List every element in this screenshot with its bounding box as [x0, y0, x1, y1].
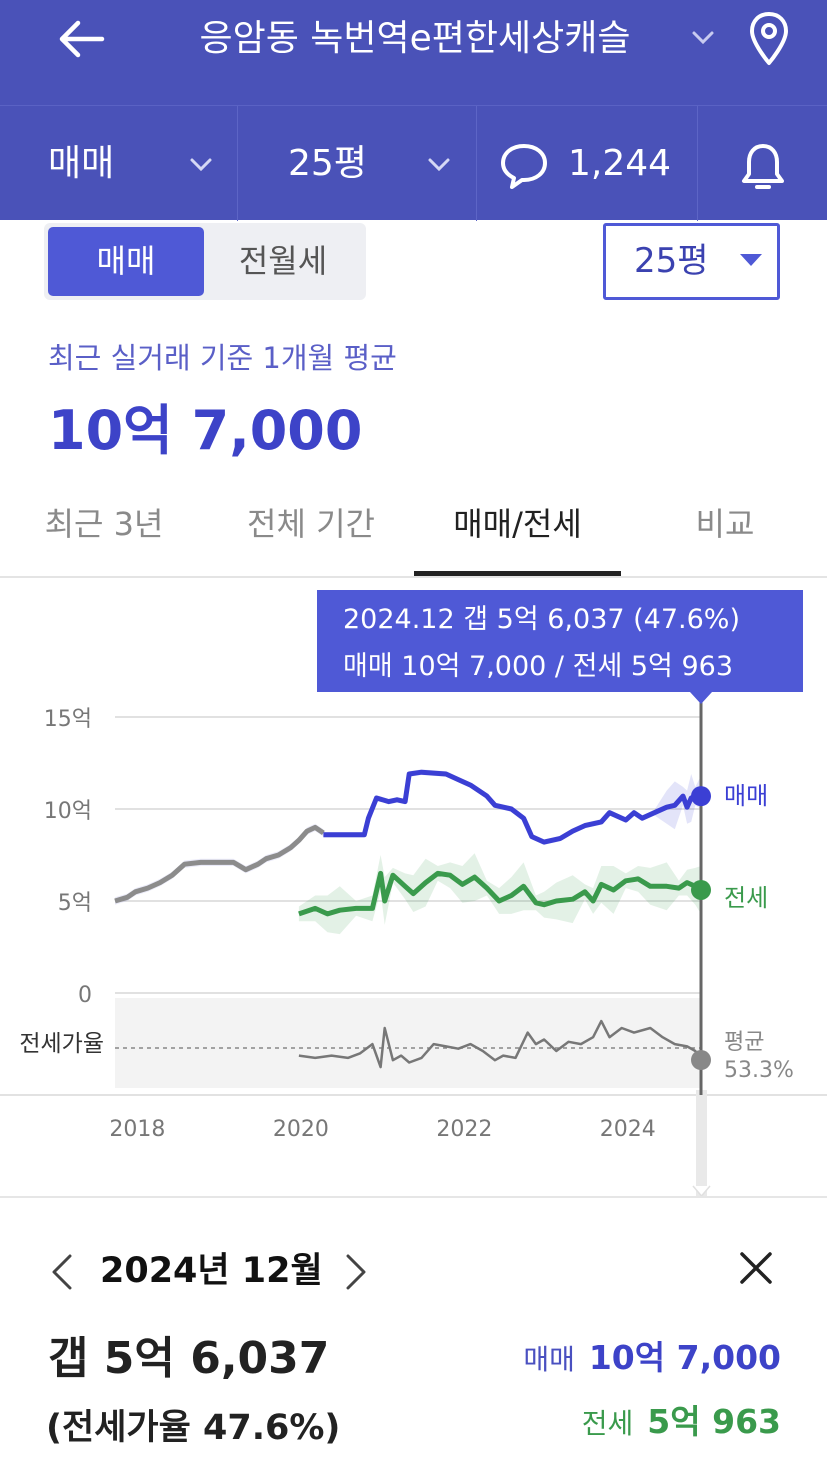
jeonse-ratio: (전세가율 47.6%) — [46, 1408, 341, 1448]
ratio-point[interactable] — [691, 1050, 711, 1070]
divider — [0, 1196, 827, 1198]
y-tick-label: 10억 — [44, 799, 92, 824]
jeonse-value: 5억 963 — [647, 1402, 781, 1441]
tab-sale-jeonse[interactable]: 매매/전세 — [453, 505, 582, 543]
tooltip-box — [317, 590, 803, 692]
y-tick-label: 5억 — [58, 891, 92, 916]
ratio-average-label: 평균 — [724, 1030, 764, 1055]
close-icon[interactable] — [736, 1248, 776, 1288]
size-select[interactable]: 25평 — [603, 223, 780, 300]
tooltip-pointer — [690, 692, 712, 704]
y-tick-label: 15억 — [44, 707, 92, 732]
chevron-down-icon[interactable] — [425, 150, 453, 178]
sale-value: 10억 7,000 — [588, 1338, 781, 1377]
sale-price-line — [323, 769, 703, 845]
tooltip-line-1: 2024.12 갭 5억 6,037 (47.6%) — [343, 604, 740, 635]
selected-month: 2024년 12월 — [100, 1251, 323, 1291]
speech-bubble-icon[interactable] — [498, 140, 550, 192]
chevron-down-icon[interactable] — [688, 22, 718, 52]
toggle-sale[interactable]: 매매 — [48, 227, 204, 296]
caret-down-icon — [740, 254, 762, 266]
complex-title[interactable]: 응암동 녹번역e편한세상캐슬 — [199, 18, 631, 59]
average-price: 10억 7,000 — [48, 399, 363, 462]
x-tick-label: 2018 — [109, 1117, 165, 1142]
divider — [697, 106, 698, 221]
selection-track — [696, 1090, 707, 1196]
trade-type-filter[interactable]: 매매 — [48, 143, 115, 184]
comment-count[interactable]: 1,244 — [568, 143, 672, 184]
tab-recent-3y[interactable]: 최근 3년 — [44, 505, 164, 543]
selection-notch — [692, 1185, 711, 1198]
jeonse-range-band — [298, 853, 701, 935]
jeonse-series-label: 전세 — [724, 884, 768, 912]
arrow-left-icon[interactable] — [52, 14, 112, 64]
tab-compare[interactable]: 비교 — [695, 505, 755, 543]
ratio-axis-label: 전세가율 — [19, 1031, 104, 1057]
jeonse-point[interactable] — [691, 879, 711, 900]
x-tick-label: 2020 — [273, 1117, 329, 1142]
ratio-band-bg — [115, 998, 700, 1088]
tooltip-line-2: 매매 10억 7,000 / 전세 5억 963 — [343, 651, 733, 682]
toggle-rent[interactable]: 전월세 — [238, 242, 328, 280]
chevron-right-icon[interactable] — [340, 1252, 370, 1292]
x-tick-label: 2024 — [600, 1117, 656, 1142]
history-price-line — [114, 824, 325, 904]
price-basis-label: 최근 실거래 기준 1개월 평균 — [48, 341, 397, 375]
jeonse-label: 전세 — [581, 1407, 634, 1440]
sale-price-row: 매매 10억 7,000 — [523, 1334, 781, 1388]
chevron-left-icon[interactable] — [48, 1252, 78, 1292]
map-pin-icon[interactable] — [746, 10, 792, 68]
y-tick-label: 0 — [78, 983, 92, 1008]
sale-series-label: 매매 — [724, 782, 768, 810]
jeonse-price-row: 전세 5억 963 — [582, 1398, 781, 1452]
jeonse-ratio-line — [298, 1019, 703, 1069]
ratio-average-value: 53.3% — [724, 1058, 794, 1083]
app-header: 응암동 녹번역e편한세상캐슬 — [0, 0, 827, 105]
size-select-value: 25평 — [634, 241, 709, 281]
x-tick-label: 2022 — [436, 1117, 492, 1142]
divider — [237, 106, 238, 221]
bell-icon[interactable] — [738, 140, 788, 194]
sale-label: 매매 — [523, 1343, 575, 1376]
filter-bar: 매매 25평 1,244 — [0, 105, 827, 221]
chevron-down-icon[interactable] — [187, 150, 215, 178]
trade-toggle: 매매 전월세 — [44, 223, 366, 300]
gap-amount: 갭 5억 6,037 — [48, 1333, 330, 1384]
tab-all-period[interactable]: 전체 기간 — [247, 505, 375, 543]
sale-point[interactable] — [691, 786, 711, 807]
divider — [0, 576, 827, 578]
active-tab-indicator — [414, 571, 621, 576]
size-filter[interactable]: 25평 — [288, 143, 367, 184]
jeonse-price-line — [298, 870, 703, 917]
divider — [476, 106, 477, 221]
